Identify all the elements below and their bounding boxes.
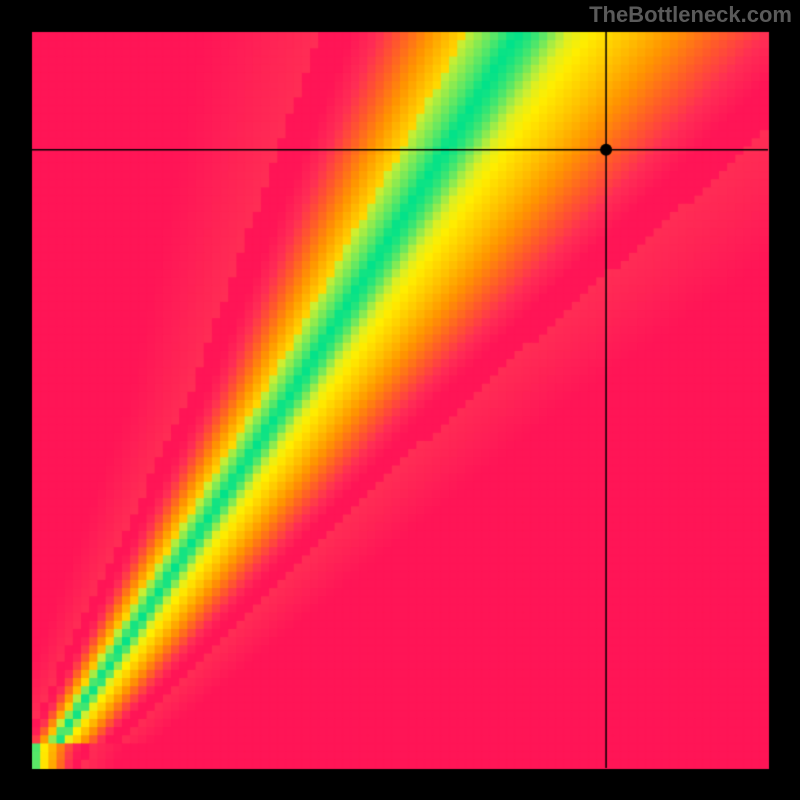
chart-container: TheBottleneck.com [0, 0, 800, 800]
watermark-text: TheBottleneck.com [589, 2, 792, 28]
bottleneck-heatmap [0, 0, 800, 800]
